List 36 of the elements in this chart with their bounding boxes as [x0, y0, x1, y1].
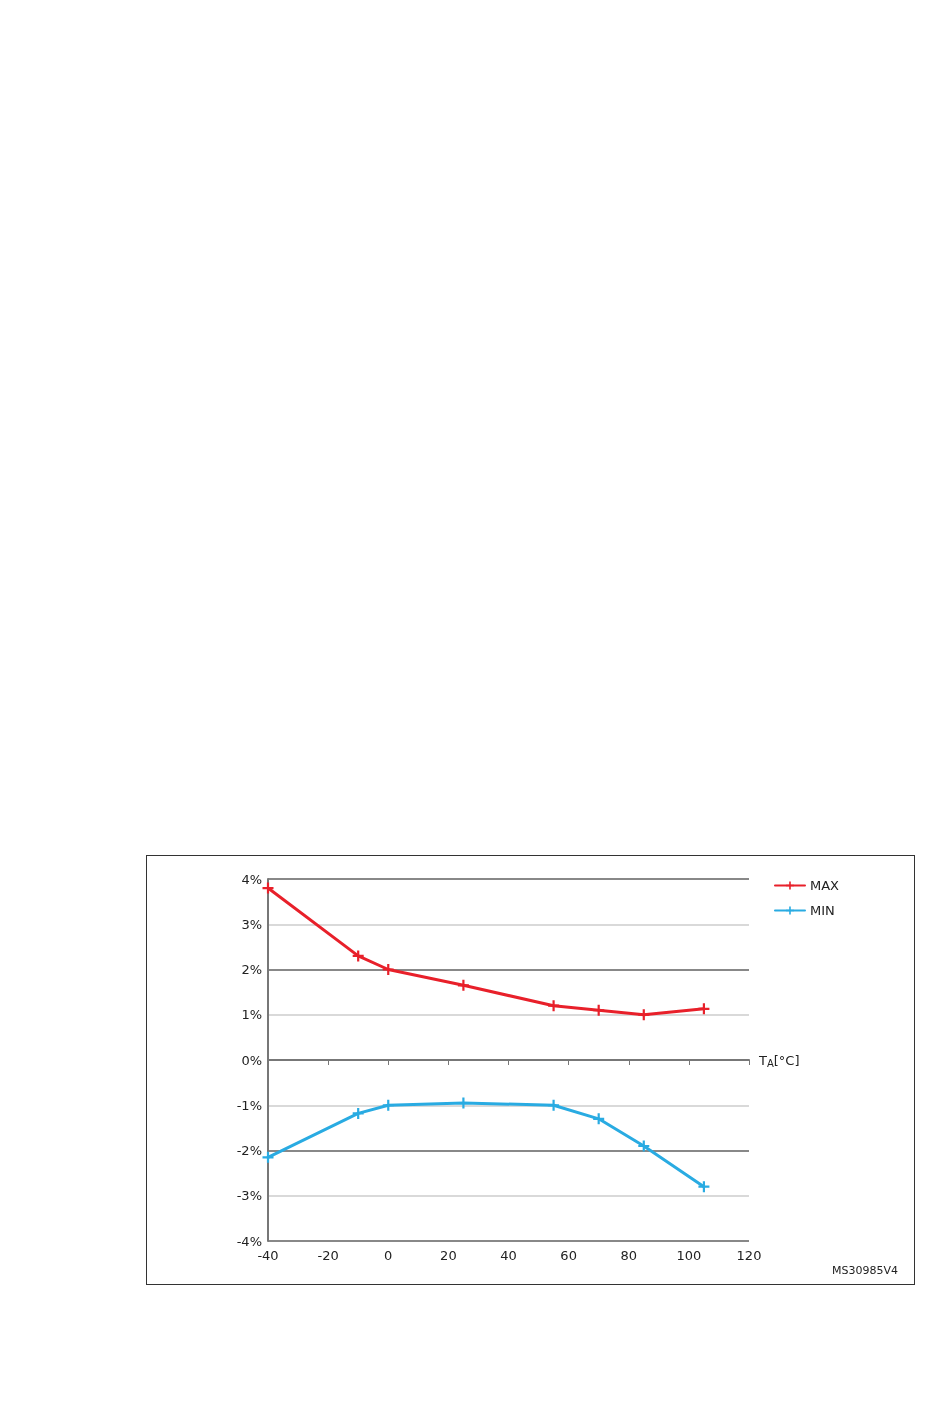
point: [548, 1000, 560, 1012]
point: [593, 1113, 605, 1125]
point: [352, 1107, 364, 1119]
y-tick-label: 4%: [241, 871, 262, 887]
x-tick-label: 120: [736, 1248, 762, 1263]
y-tick-label: 3%: [241, 916, 262, 932]
x-tick-label: -20: [317, 1248, 339, 1263]
text: MS30985V4: [832, 1264, 899, 1277]
point: [638, 1009, 650, 1021]
y-tick-label: -3%: [236, 1188, 262, 1204]
point: [352, 950, 364, 962]
point: [548, 1099, 560, 1111]
point: [698, 1003, 710, 1015]
legend-label: MIN: [809, 903, 835, 918]
point: [593, 1004, 605, 1016]
x-tick-label: -40: [257, 1248, 279, 1263]
point: [638, 1140, 650, 1152]
y-tick-label: -4%: [236, 1233, 262, 1249]
point: [382, 964, 394, 975]
x-tick-label: 60: [560, 1248, 577, 1263]
x-tick-label: 20: [440, 1248, 457, 1263]
point: [262, 882, 274, 894]
x-tick-label: 40: [500, 1248, 517, 1263]
point: [382, 1099, 394, 1111]
y-tick-label: 0%: [241, 1052, 262, 1068]
y-tick-label: 1%: [241, 1007, 262, 1023]
x-tick-label: 100: [676, 1248, 702, 1263]
y-tick-label: -2%: [236, 1143, 262, 1158]
legend-label: MAX: [809, 878, 840, 893]
y-tick-label: 2%: [241, 962, 262, 977]
point: [457, 979, 469, 991]
y-tick-label: -1%: [236, 1097, 262, 1113]
point: [698, 1181, 710, 1193]
point: [262, 1151, 274, 1163]
x-tick-label: 0: [384, 1248, 393, 1263]
x-tick-label: 80: [620, 1248, 638, 1263]
